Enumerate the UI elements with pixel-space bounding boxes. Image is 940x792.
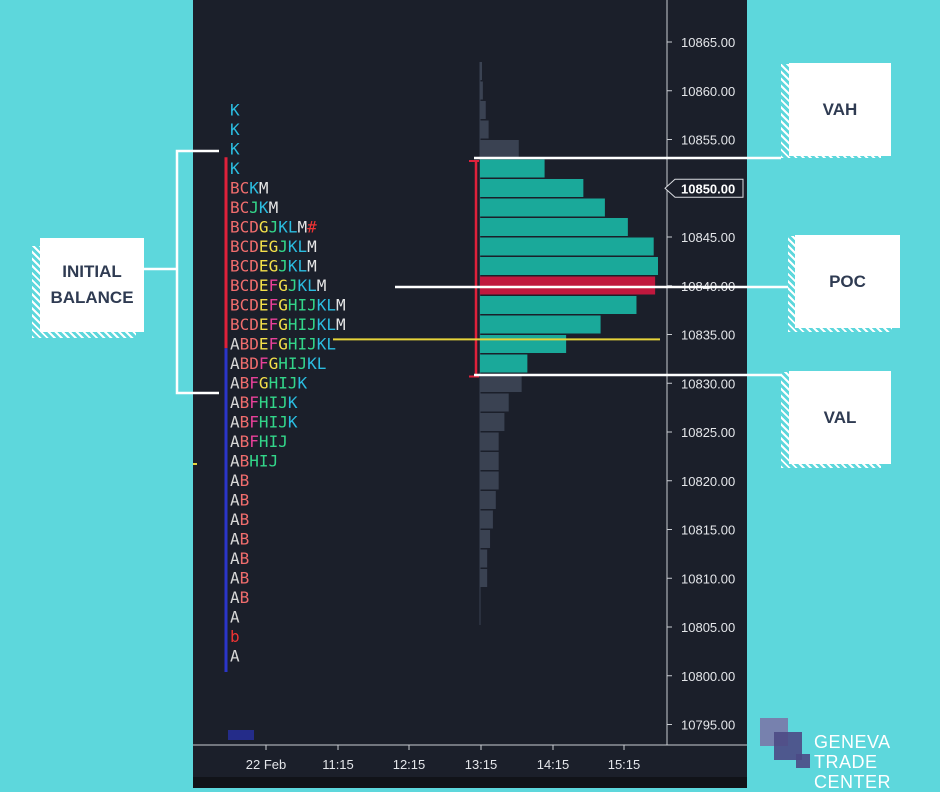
tpo-row: BCKM: [230, 178, 269, 197]
volume-bar: [480, 140, 519, 158]
volume-bar: [480, 413, 505, 431]
logo-text: GENEVA TRADE CENTER: [814, 732, 940, 792]
volume-bar: [480, 179, 584, 197]
tpo-row: BCDEGJKLM: [230, 237, 317, 256]
tpo-row: b: [230, 627, 240, 646]
tpo-row: BCDEFGJKLM: [230, 276, 326, 295]
volume-bar: [480, 81, 483, 100]
tpo-row: BCDGJKLM#: [230, 217, 317, 236]
tpo-row: ABFGHIJK: [230, 373, 307, 392]
poc-label: POC: [795, 235, 900, 328]
volume-bar: [480, 393, 509, 412]
vah-text: VAH: [822, 99, 858, 119]
volume-bar: [480, 491, 496, 509]
tpo-row: AB: [230, 471, 249, 490]
price-tick-label: 10830.00: [681, 376, 735, 391]
time-tick-label: 12:15: [393, 757, 426, 772]
tpo-row: ABFHIJK: [230, 393, 298, 412]
price-tick-label: 10825.00: [681, 425, 735, 440]
initial-balance-label: INITIAL BALANCE: [40, 238, 144, 332]
tpo-row: BCDEGJKLM: [230, 256, 317, 275]
volume-bar: [480, 198, 605, 217]
tpo-row: AB: [230, 529, 249, 548]
volume-bar: [480, 159, 545, 178]
price-tick-label: 10800.00: [681, 669, 735, 684]
volume-bar: [480, 276, 656, 295]
tpo-row: ABFHIJ: [230, 432, 288, 451]
tpo-row: AB: [230, 588, 249, 607]
price-tick-label: 10835.00: [681, 328, 735, 343]
volume-bar: [480, 432, 499, 451]
volume-bar: [480, 549, 488, 568]
current-price-marker: [664, 178, 744, 198]
price-tick-label: 10840.00: [681, 279, 735, 294]
price-axis-panel: [667, 0, 747, 788]
volume-bar: [480, 471, 499, 490]
tpo-open-marker: [228, 730, 254, 740]
chart-canvas: 10865.00 10860.00 10855.00 10850.00 10845.00…: [193, 0, 747, 788]
tpo-row: AB: [230, 510, 249, 529]
tpo-row: K: [230, 159, 240, 178]
tpo-row: AB: [230, 490, 249, 509]
val-text: VAL: [823, 407, 857, 427]
volume-bar: [480, 315, 601, 334]
val-label: VAL: [789, 371, 891, 464]
time-tick-label: 22 Feb: [246, 757, 286, 772]
volume-bar: [480, 530, 491, 548]
tpo-row: ABDEFGHIJKL: [230, 334, 336, 353]
price-tick-label: 10865.00: [681, 35, 735, 50]
logo-line-2: TRADE CENTER: [814, 752, 892, 792]
logo-square-3: [796, 754, 810, 768]
volume-bar: [480, 257, 658, 275]
tpo-row: ABDFGHIJKL: [230, 354, 326, 373]
logo-line-1: GENEVA: [814, 732, 891, 752]
volume-bar: [480, 335, 567, 353]
volume-bar: [480, 354, 528, 373]
volume-bar: [480, 569, 488, 587]
market-profile-chart: 10865.00 10860.00 10855.00 10850.00 10845.00…: [193, 0, 747, 788]
price-tick-label: 10820.00: [681, 474, 735, 489]
volume-bar: [480, 62, 482, 80]
initial-balance-text: INITIAL BALANCE: [50, 262, 134, 307]
time-tick-label: 15:15: [608, 757, 641, 772]
tpo-row: K: [230, 100, 240, 119]
tpo-row: K: [230, 120, 240, 139]
tpo-row: A: [230, 607, 240, 626]
volume-bar: [480, 120, 489, 139]
tpo-row: BCJKM: [230, 198, 278, 217]
vah-label: VAH: [789, 63, 891, 156]
tpo-row: BCDEFGHIJKLM: [230, 315, 346, 334]
tpo-row: K: [230, 139, 240, 158]
time-tick-label: 14:15: [537, 757, 570, 772]
volume-bar: [480, 101, 486, 119]
time-tick-label: 13:15: [465, 757, 498, 772]
tpo-row: BCDEFGHIJKLM: [230, 295, 346, 314]
volume-bar: [480, 296, 637, 314]
price-tick-label: 10860.00: [681, 84, 735, 99]
price-tick-label: 10805.00: [681, 620, 735, 635]
volume-bar: [480, 237, 654, 256]
volume-bar: [480, 452, 499, 470]
tpo-row: A: [230, 646, 240, 665]
time-tick-label: 11:15: [322, 757, 354, 772]
price-tick-label: 10810.00: [681, 571, 735, 586]
volume-bar: [480, 510, 493, 529]
volume-bar: [480, 218, 628, 236]
bottom-scrollbar: [193, 777, 747, 788]
tpo-row: ABHIJ: [230, 451, 278, 470]
tpo-row: AB: [230, 549, 249, 568]
tpo-row: AB: [230, 568, 249, 587]
price-tick-label: 10795.00: [681, 718, 735, 733]
price-tick-label: 10815.00: [681, 523, 735, 538]
price-tick-label: 10855.00: [681, 133, 735, 148]
volume-bar: [480, 374, 522, 392]
current-price-label: 10850.00: [681, 181, 735, 196]
poc-text: POC: [829, 271, 866, 291]
price-tick-label: 10845.00: [681, 230, 735, 245]
tpo-row: ABFHIJK: [230, 412, 298, 431]
